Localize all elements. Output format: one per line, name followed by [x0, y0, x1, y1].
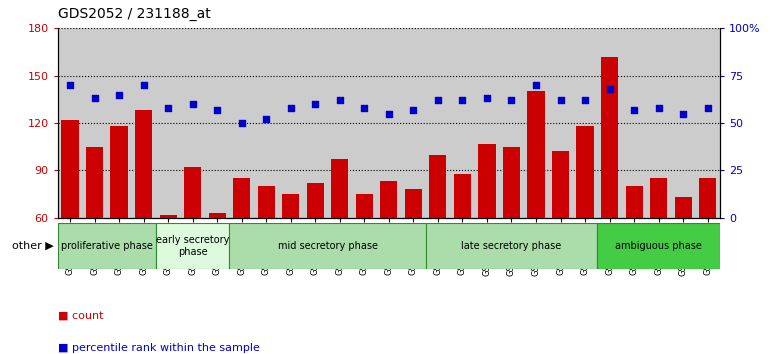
Point: [309, 101, 321, 107]
Bar: [675, 197, 691, 218]
Bar: [62, 120, 79, 218]
Bar: [478, 143, 496, 218]
Point: [383, 111, 395, 116]
Point: [530, 82, 542, 88]
Bar: [405, 189, 422, 218]
Bar: [258, 186, 275, 218]
Bar: [184, 167, 201, 218]
Bar: [650, 178, 668, 218]
Point: [236, 120, 248, 126]
Bar: [282, 194, 300, 218]
Point: [480, 96, 493, 101]
Point: [579, 97, 591, 103]
Bar: [110, 126, 128, 218]
Point: [432, 97, 444, 103]
Point: [333, 97, 346, 103]
Bar: [380, 181, 397, 218]
Point: [211, 107, 223, 113]
Bar: [426, 223, 598, 269]
Bar: [229, 223, 426, 269]
Bar: [86, 147, 103, 218]
Point: [628, 107, 641, 113]
Bar: [356, 194, 373, 218]
Bar: [577, 126, 594, 218]
Bar: [552, 152, 569, 218]
Point: [186, 101, 199, 107]
Text: other ▶: other ▶: [12, 241, 54, 251]
Point: [358, 105, 370, 111]
Text: proliferative phase: proliferative phase: [61, 241, 152, 251]
Point: [505, 97, 517, 103]
Point: [285, 105, 297, 111]
Text: mid secretory phase: mid secretory phase: [277, 241, 377, 251]
Point: [604, 86, 616, 92]
Text: early secretory
phase: early secretory phase: [156, 235, 229, 257]
Point: [701, 105, 714, 111]
Point: [260, 116, 273, 122]
Text: ■ percentile rank within the sample: ■ percentile rank within the sample: [58, 343, 259, 353]
Bar: [503, 147, 520, 218]
Bar: [233, 178, 250, 218]
Point: [137, 82, 149, 88]
Bar: [430, 155, 447, 218]
Point: [162, 105, 174, 111]
Text: ■ count: ■ count: [58, 311, 103, 321]
Bar: [527, 91, 544, 218]
Bar: [209, 213, 226, 218]
Bar: [156, 223, 229, 269]
Point: [113, 92, 126, 97]
Bar: [598, 223, 720, 269]
Text: ambiguous phase: ambiguous phase: [615, 241, 702, 251]
Bar: [454, 173, 471, 218]
Point: [89, 96, 101, 101]
Bar: [135, 110, 152, 218]
Bar: [331, 159, 348, 218]
Text: GDS2052 / 231188_at: GDS2052 / 231188_at: [58, 7, 210, 21]
Point: [677, 111, 689, 116]
Text: late secretory phase: late secretory phase: [461, 241, 561, 251]
Bar: [58, 223, 156, 269]
Point: [652, 105, 665, 111]
Bar: [306, 183, 324, 218]
Bar: [159, 215, 176, 218]
Point: [554, 97, 567, 103]
Point: [457, 97, 469, 103]
Point: [64, 82, 76, 88]
Bar: [625, 186, 643, 218]
Bar: [699, 178, 716, 218]
Bar: [601, 57, 618, 218]
Point: [407, 107, 420, 113]
